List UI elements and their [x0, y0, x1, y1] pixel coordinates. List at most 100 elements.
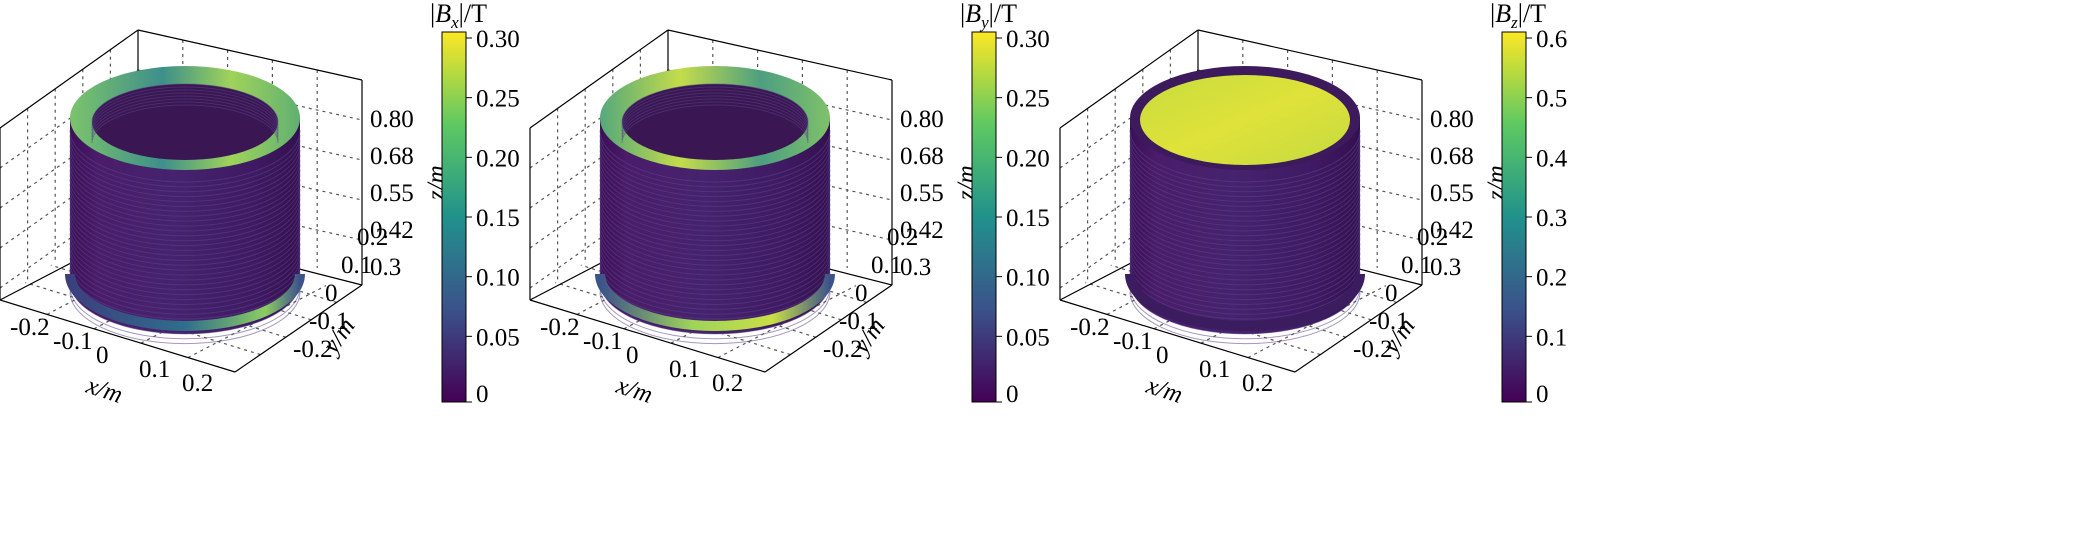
z-tick-label: 0.3 [370, 254, 401, 281]
coil-bottom-edge [65, 273, 305, 331]
coil-winding [599, 252, 831, 305]
grid-line [555, 282, 791, 356]
coil-winding [599, 281, 831, 335]
colorbar-tick-label: 0.30 [1006, 26, 1050, 53]
coil-winding [1129, 227, 1361, 281]
x-tick-label: -0.2 [540, 314, 580, 341]
coil-winding [599, 193, 831, 247]
coil-winding [599, 213, 831, 266]
y-tick-label: 0.2 [887, 224, 918, 251]
colorbar-title-var: B [435, 0, 451, 28]
x-tick-label: 0 [626, 342, 639, 369]
coil-winding [69, 198, 301, 252]
colorbar-title-bar: | [1518, 0, 1523, 28]
coil-winding [599, 129, 831, 183]
coil-inner [622, 84, 808, 160]
coil-winding [599, 247, 831, 301]
coil-winding [1129, 262, 1361, 315]
coil-winding [1129, 183, 1361, 237]
x-tick-label: -0.2 [1070, 314, 1110, 341]
z-tick-label: 0.80 [370, 106, 414, 133]
colorbar-tick-label: 0.10 [476, 265, 520, 292]
coil-winding [1129, 208, 1361, 261]
coil-winding [69, 262, 301, 315]
colorbar-tick-label: 0.15 [1006, 205, 1050, 232]
coil-winding [1129, 154, 1361, 207]
coil-winding [599, 144, 831, 198]
x-tick-label: 0 [96, 342, 109, 369]
coil-inner-winding [91, 86, 279, 126]
coil-winding [1129, 291, 1361, 345]
colorbar-title: |Bz|/T [1490, 0, 1546, 32]
axis-edge [0, 299, 236, 373]
coil-winding [599, 262, 831, 315]
coil-winding [1129, 237, 1361, 291]
z-tick-label: 0.80 [900, 106, 944, 133]
coil-winding [1129, 139, 1361, 193]
coil-inner-winding [91, 89, 279, 129]
y-tick-label: -0.1 [309, 308, 349, 335]
coil-winding [599, 208, 831, 261]
colorbar-title: |By|/T [960, 0, 1017, 32]
axis-edge [1197, 29, 1423, 81]
colorbar-tick-label: 0 [476, 381, 489, 408]
axis-edge [764, 284, 893, 373]
colorbar-tick-label: 0.15 [476, 205, 520, 232]
coil-winding [69, 281, 301, 335]
y-tick-label: -0.1 [839, 308, 879, 335]
colorbar-tick-label: 0 [1006, 381, 1019, 408]
x-tick-label: 0.1 [139, 356, 170, 383]
x-tick-label: -0.2 [10, 314, 50, 341]
colorbar-title-bar: | [1490, 0, 1495, 28]
x-tick-label: -0.1 [583, 328, 623, 355]
coil-winding [69, 247, 301, 301]
colorbar-tick-label: 0.05 [476, 324, 520, 351]
coil-winding [599, 149, 831, 203]
y-tick-label: 0 [855, 280, 868, 307]
y-tick-label: 0.1 [1401, 252, 1432, 279]
y-tick-label: 0.2 [1417, 224, 1448, 251]
chart-panel-bz: 0.30.420.550.680.80-0.2-0.100.10.2-0.2-0… [1059, 0, 1568, 409]
coil-winding [1129, 169, 1361, 222]
coil-winding [69, 139, 301, 193]
coil-winding [1129, 232, 1361, 286]
x-axis-label: x/m [82, 372, 126, 409]
z-tick-label: 0.55 [1430, 180, 1474, 207]
y-tick-label: -0.2 [823, 336, 863, 363]
coil-winding [69, 252, 301, 305]
y-tick-label: -0.2 [293, 336, 333, 363]
coil-inner-winding [621, 95, 809, 135]
x-axis-label: x/m [612, 372, 656, 409]
z-tick-label: 0.55 [370, 180, 414, 207]
coil-winding [1129, 198, 1361, 252]
chart-panel-by: 0.30.420.550.680.80-0.2-0.100.10.2-0.2-0… [529, 0, 1050, 409]
coil-winding [599, 237, 831, 291]
colorbar-tick-label: 0.1 [1536, 324, 1567, 351]
colorbar-title-bar: | [459, 0, 464, 28]
axis-edge [234, 284, 363, 373]
coil-winding [69, 188, 301, 242]
z-tick-label: 0.3 [900, 254, 931, 281]
colorbar-tick-label: 0.2 [1536, 265, 1567, 292]
coil-winding [599, 223, 831, 276]
y-tick-label: 0 [325, 280, 338, 307]
axis-edge [529, 29, 669, 129]
x-tick-label: 0.2 [182, 370, 213, 397]
coil-winding [69, 208, 301, 261]
z-tick-label: 0.68 [1430, 143, 1474, 170]
coil-winding [69, 286, 301, 340]
coil-winding [69, 232, 301, 286]
coil-winding [599, 134, 831, 188]
coil-winding [69, 237, 301, 291]
coil-winding [69, 159, 301, 212]
colorbar-tick-label: 0.30 [476, 26, 520, 53]
colorbar-title-unit: /T [464, 0, 487, 28]
x-tick-label: 0.1 [1199, 356, 1230, 383]
z-tick-label: 0.42 [1430, 217, 1474, 244]
coil-winding [599, 154, 831, 207]
coil-winding [1129, 164, 1361, 217]
coil-winding [1129, 218, 1361, 271]
x-tick-label: 0 [1156, 342, 1169, 369]
coil-winding [599, 164, 831, 217]
